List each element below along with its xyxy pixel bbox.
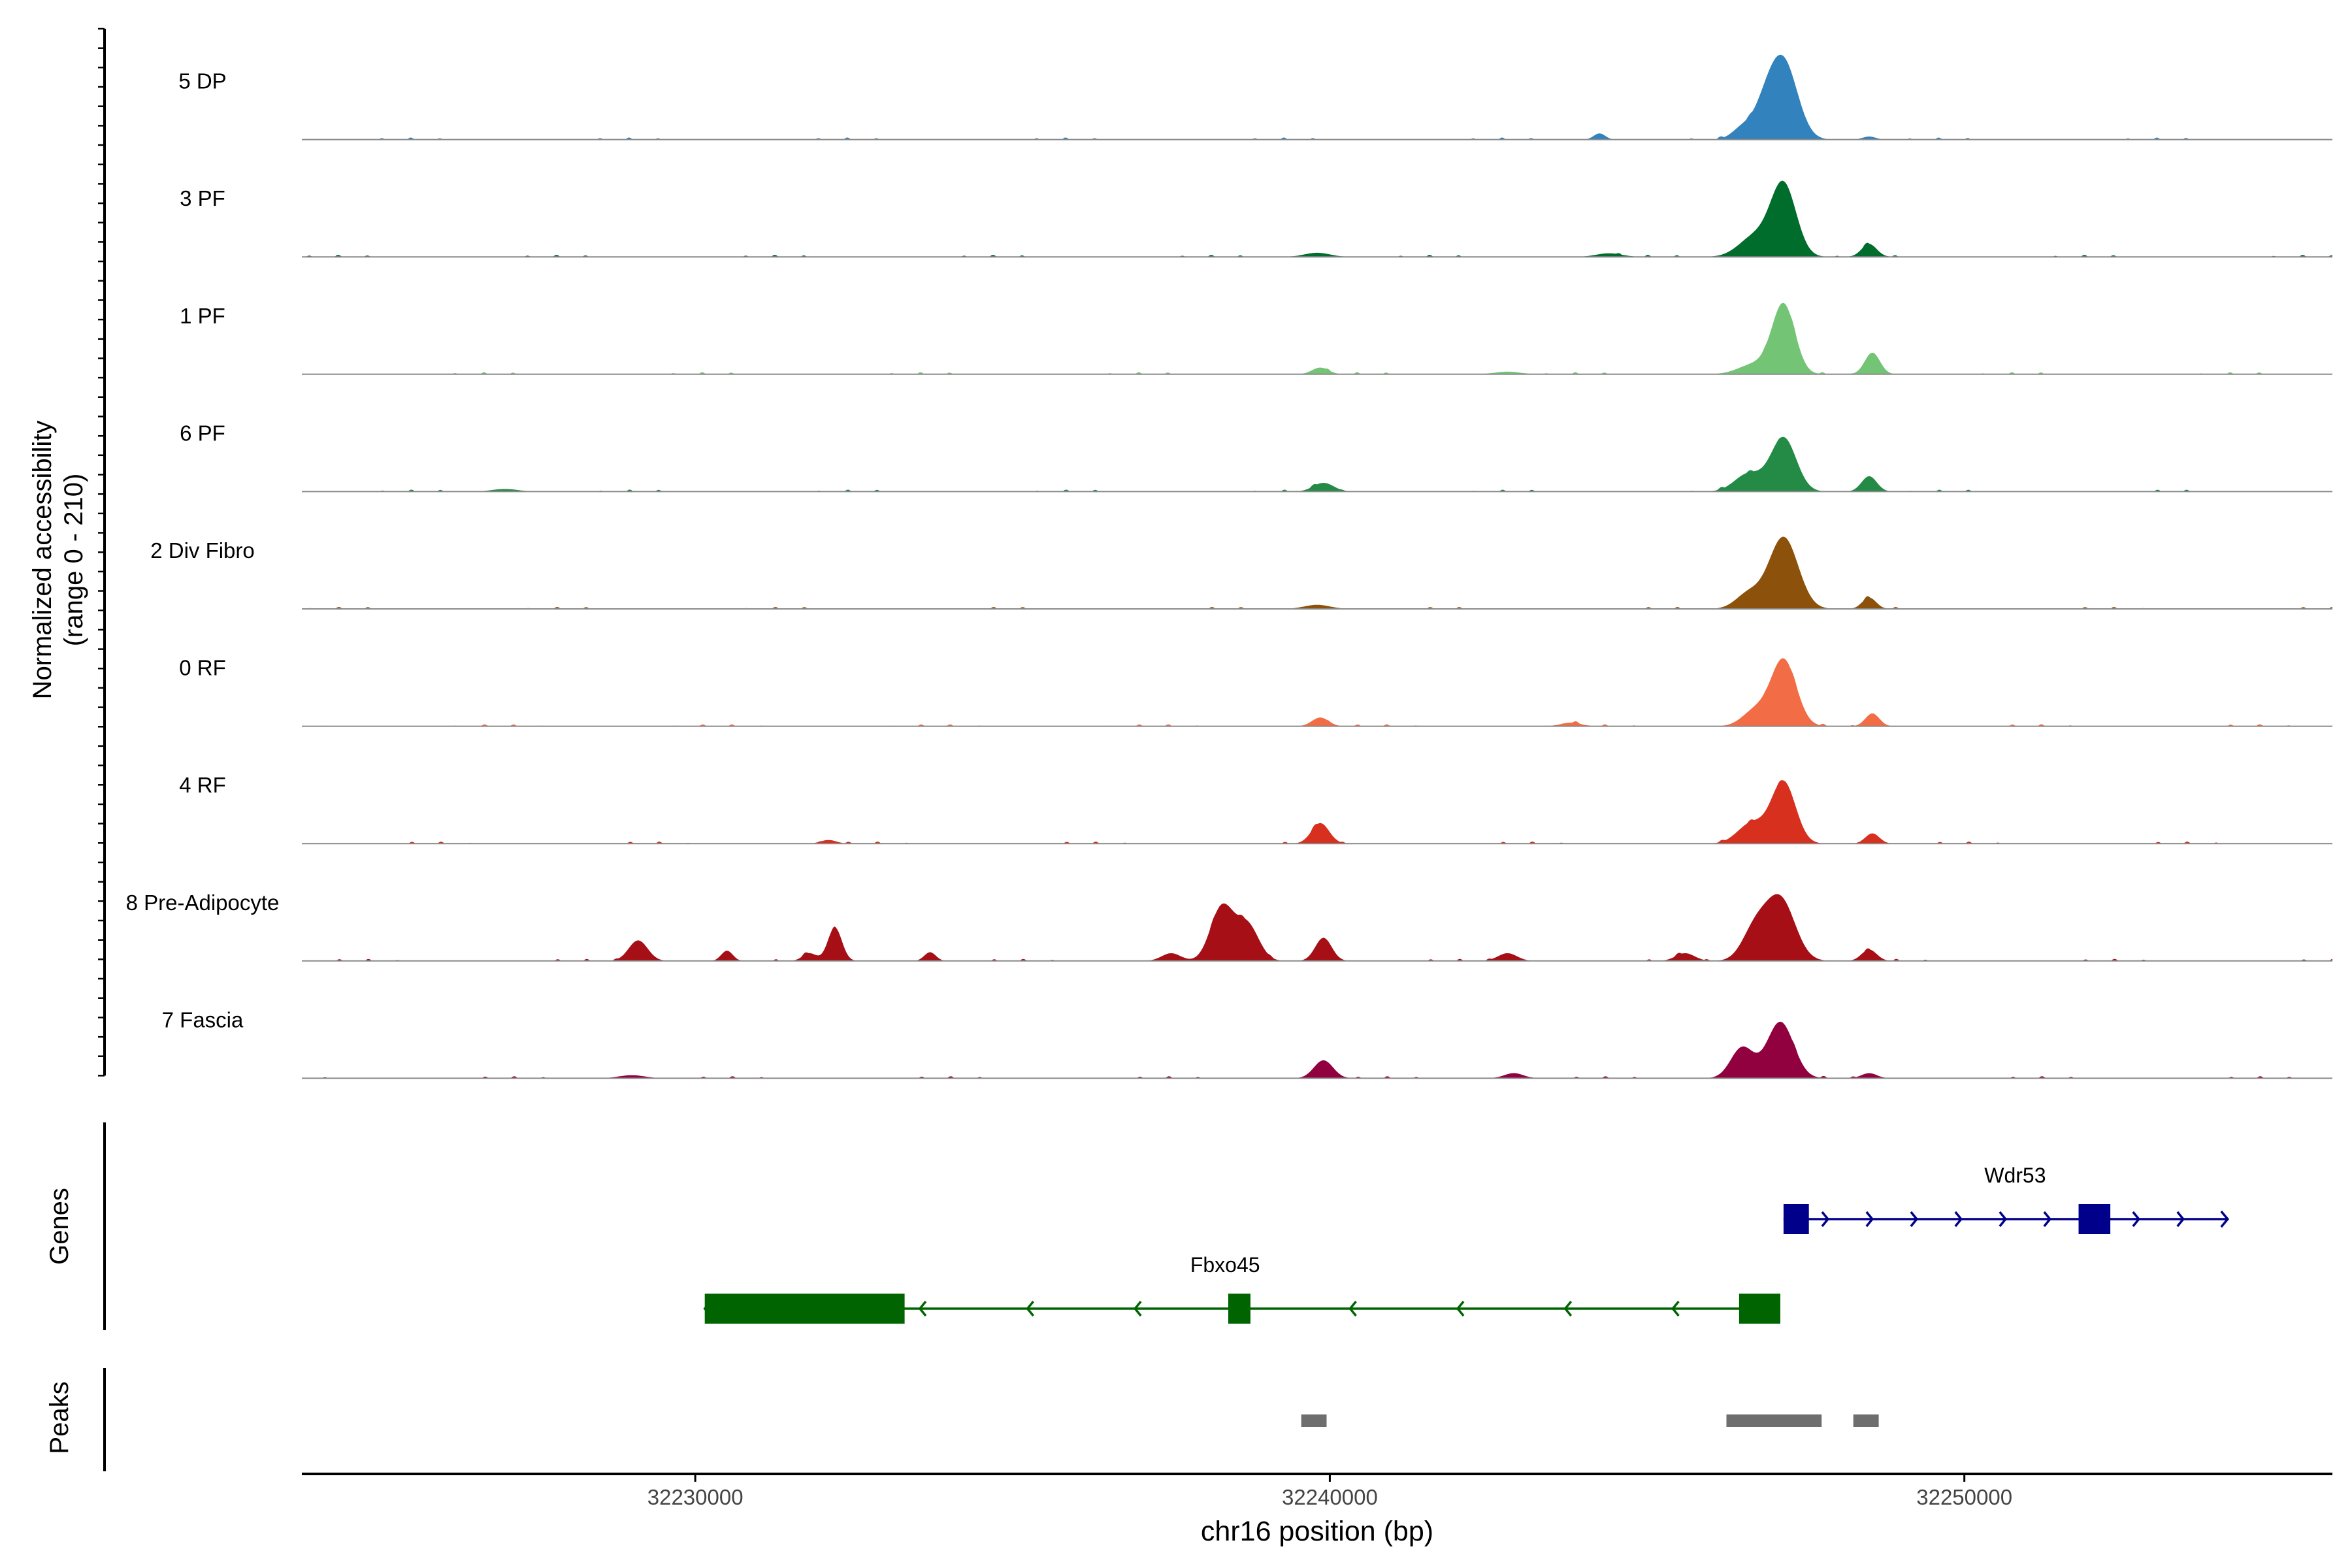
strand-arrow [918,1300,927,1317]
strand-arrow [1133,1300,1142,1317]
track-label: 6 PF [180,421,225,445]
track-label: 7 Fascia [162,1007,244,1032]
track-7-fascia: 7 Fascia [162,1007,2332,1079]
strand-arrow [1026,1300,1034,1317]
strand-arrow [1865,1211,1874,1228]
strand-arrow [2220,1210,2230,1228]
strand-arrow [2043,1211,2052,1228]
coverage-area [302,436,2332,492]
track-3-pf: 3 PF [180,180,2332,258]
track-4-rf: 4 RF [179,773,2332,845]
strand-arrow [1910,1211,1919,1228]
track-2-div-fibro: 2 Div Fibro [150,536,2332,610]
track-1-pf: 1 PF [180,302,2332,375]
exon-block [1739,1294,1780,1324]
coverage-tracks: 5 DP 3 PF 1 PF 6 PF 2 Div Fibro 0 RF 4 RF 8 Pre… [126,54,2332,1079]
track-label: 4 RF [179,773,226,797]
strand-arrow [1563,1300,1573,1317]
strand-arrow [1456,1300,1465,1317]
peak-region [1301,1414,1327,1427]
x-axis-label: chr16 position (bp) [1201,1516,1433,1547]
strand-arrow [2176,1211,2185,1228]
strand-arrow [1954,1211,1963,1228]
exon-block [2078,1204,2111,1234]
track-label: 1 PF [180,304,225,328]
track-5-dp: 5 DP [178,54,2332,140]
strand-arrow [1348,1300,1357,1317]
exon-block [704,1294,905,1324]
track-label: 5 DP [178,69,226,93]
gene-name-label: Wdr53 [1984,1164,2046,1187]
strand-arrow [1671,1300,1680,1317]
track-label: 2 Div Fibro [150,538,255,563]
track-label: 0 RF [179,656,226,680]
left-axes [98,27,106,1471]
track-label: 8 Pre-Adipocyte [126,890,280,915]
gene-annotation-track: Wdr53 Fbxo45 [703,1164,2230,1324]
y-axis-label-line2: (range 0 - 210) [59,474,88,647]
peak-region [1726,1414,1822,1427]
strand-arrow [2132,1211,2141,1228]
coverage-area [302,894,2332,961]
exon-block [1228,1294,1250,1324]
track-6-pf: 6 PF [180,421,2332,493]
x-tick-label: 32250000 [1916,1485,2012,1509]
coverage-area [302,302,2332,374]
peak-region [1853,1414,1879,1427]
gene-wdr53: Wdr53 [1783,1164,2230,1234]
exon-block [1783,1204,1809,1234]
coverage-area [302,180,2332,257]
x-tick-label: 32240000 [1282,1485,1378,1509]
coverage-area [302,54,2332,140]
x-axis: 32230000 32240000 32250000 [302,1473,2332,1509]
peak-annotation-track [1301,1414,1879,1427]
gene-fbxo45: Fbxo45 [703,1253,1781,1324]
track-label: 3 PF [180,186,225,210]
y-axis-label-line1: Normalized accessibility [28,421,57,700]
peaks-panel-label: Peaks [45,1381,74,1454]
x-tick-label: 32230000 [647,1485,743,1509]
coverage-area [302,780,2332,844]
strand-arrow [1821,1211,1830,1228]
gene-name-label: Fbxo45 [1190,1253,1260,1277]
coverage-area [302,1021,2332,1079]
track-8-pre-adipocyte: 8 Pre-Adipocyte [126,890,2332,962]
strand-arrow [1999,1211,2008,1228]
coverage-area [302,658,2332,727]
coverage-area [302,536,2332,609]
genes-panel-label: Genes [45,1188,74,1265]
track-0-rf: 0 RF [179,656,2332,727]
